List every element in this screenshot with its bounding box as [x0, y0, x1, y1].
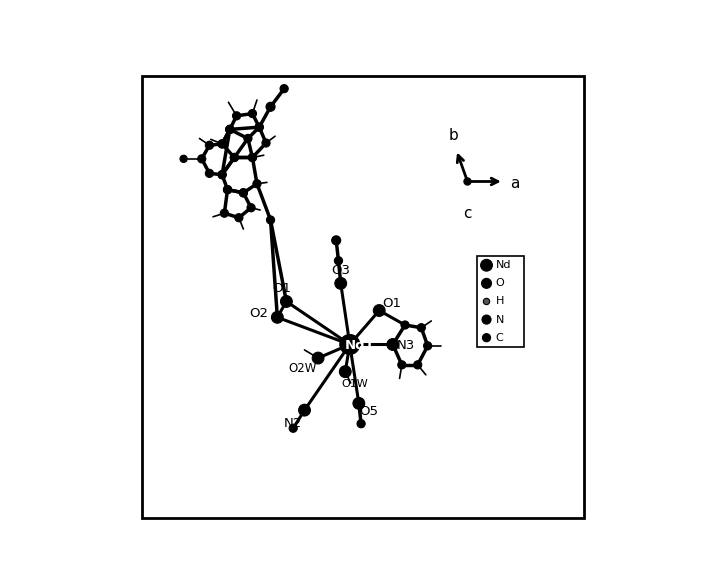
Text: O: O — [496, 278, 504, 288]
Circle shape — [206, 141, 213, 149]
Circle shape — [248, 153, 257, 162]
Circle shape — [218, 140, 226, 148]
Text: H: H — [496, 296, 504, 306]
Circle shape — [413, 361, 422, 369]
Circle shape — [235, 213, 243, 222]
Text: C: C — [496, 333, 503, 343]
Text: N: N — [496, 315, 504, 325]
Circle shape — [482, 315, 491, 324]
Text: O2: O2 — [249, 307, 268, 320]
Circle shape — [481, 278, 491, 288]
Text: Nd1: Nd1 — [345, 339, 374, 352]
Circle shape — [180, 155, 187, 162]
Circle shape — [398, 361, 406, 369]
Circle shape — [244, 135, 252, 142]
Circle shape — [218, 171, 226, 179]
Circle shape — [374, 305, 385, 316]
Circle shape — [298, 404, 311, 416]
Circle shape — [223, 186, 232, 193]
Circle shape — [312, 352, 324, 364]
Text: c: c — [463, 206, 471, 222]
Circle shape — [289, 424, 297, 432]
Circle shape — [248, 109, 257, 118]
Circle shape — [335, 256, 342, 265]
Bar — [476, 256, 524, 347]
Circle shape — [357, 420, 365, 428]
Text: a: a — [510, 176, 520, 191]
Circle shape — [332, 236, 341, 245]
Circle shape — [267, 216, 274, 224]
Circle shape — [335, 278, 347, 289]
Circle shape — [353, 397, 364, 409]
Text: O1: O1 — [272, 282, 291, 295]
Circle shape — [223, 186, 232, 193]
Circle shape — [340, 366, 351, 377]
Circle shape — [401, 321, 409, 329]
Circle shape — [230, 153, 238, 162]
Text: Nd: Nd — [496, 260, 511, 270]
Circle shape — [240, 189, 247, 197]
Circle shape — [262, 139, 270, 147]
Circle shape — [225, 125, 234, 133]
Circle shape — [247, 203, 255, 212]
Circle shape — [266, 102, 275, 111]
Circle shape — [248, 153, 257, 162]
Circle shape — [389, 340, 397, 349]
Circle shape — [253, 180, 261, 188]
Circle shape — [255, 123, 263, 131]
Circle shape — [481, 259, 492, 271]
Text: b: b — [449, 128, 459, 143]
Circle shape — [255, 123, 263, 131]
Text: O3: O3 — [331, 264, 350, 277]
Circle shape — [206, 169, 213, 178]
Circle shape — [280, 85, 288, 93]
Circle shape — [417, 323, 425, 332]
Text: O5: O5 — [359, 405, 379, 418]
Text: N2: N2 — [284, 417, 302, 430]
Circle shape — [464, 178, 471, 185]
Circle shape — [272, 312, 283, 323]
Circle shape — [240, 189, 247, 197]
Circle shape — [198, 155, 206, 163]
Circle shape — [482, 333, 491, 342]
Circle shape — [387, 339, 398, 350]
Text: N3: N3 — [397, 339, 415, 352]
Text: O1: O1 — [382, 297, 401, 310]
Circle shape — [218, 140, 226, 148]
Circle shape — [225, 125, 234, 133]
Circle shape — [423, 342, 432, 350]
Circle shape — [218, 171, 226, 179]
Text: O2W: O2W — [288, 362, 316, 375]
Circle shape — [220, 209, 228, 217]
Circle shape — [340, 335, 359, 355]
Circle shape — [281, 296, 292, 308]
Circle shape — [225, 125, 234, 133]
Circle shape — [484, 298, 490, 305]
Circle shape — [230, 153, 238, 162]
Circle shape — [233, 112, 240, 120]
Text: O1W: O1W — [342, 379, 369, 389]
